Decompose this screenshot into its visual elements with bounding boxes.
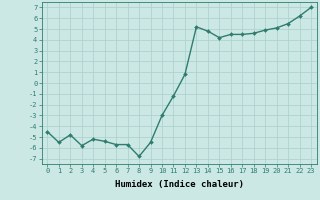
X-axis label: Humidex (Indice chaleur): Humidex (Indice chaleur) bbox=[115, 180, 244, 189]
